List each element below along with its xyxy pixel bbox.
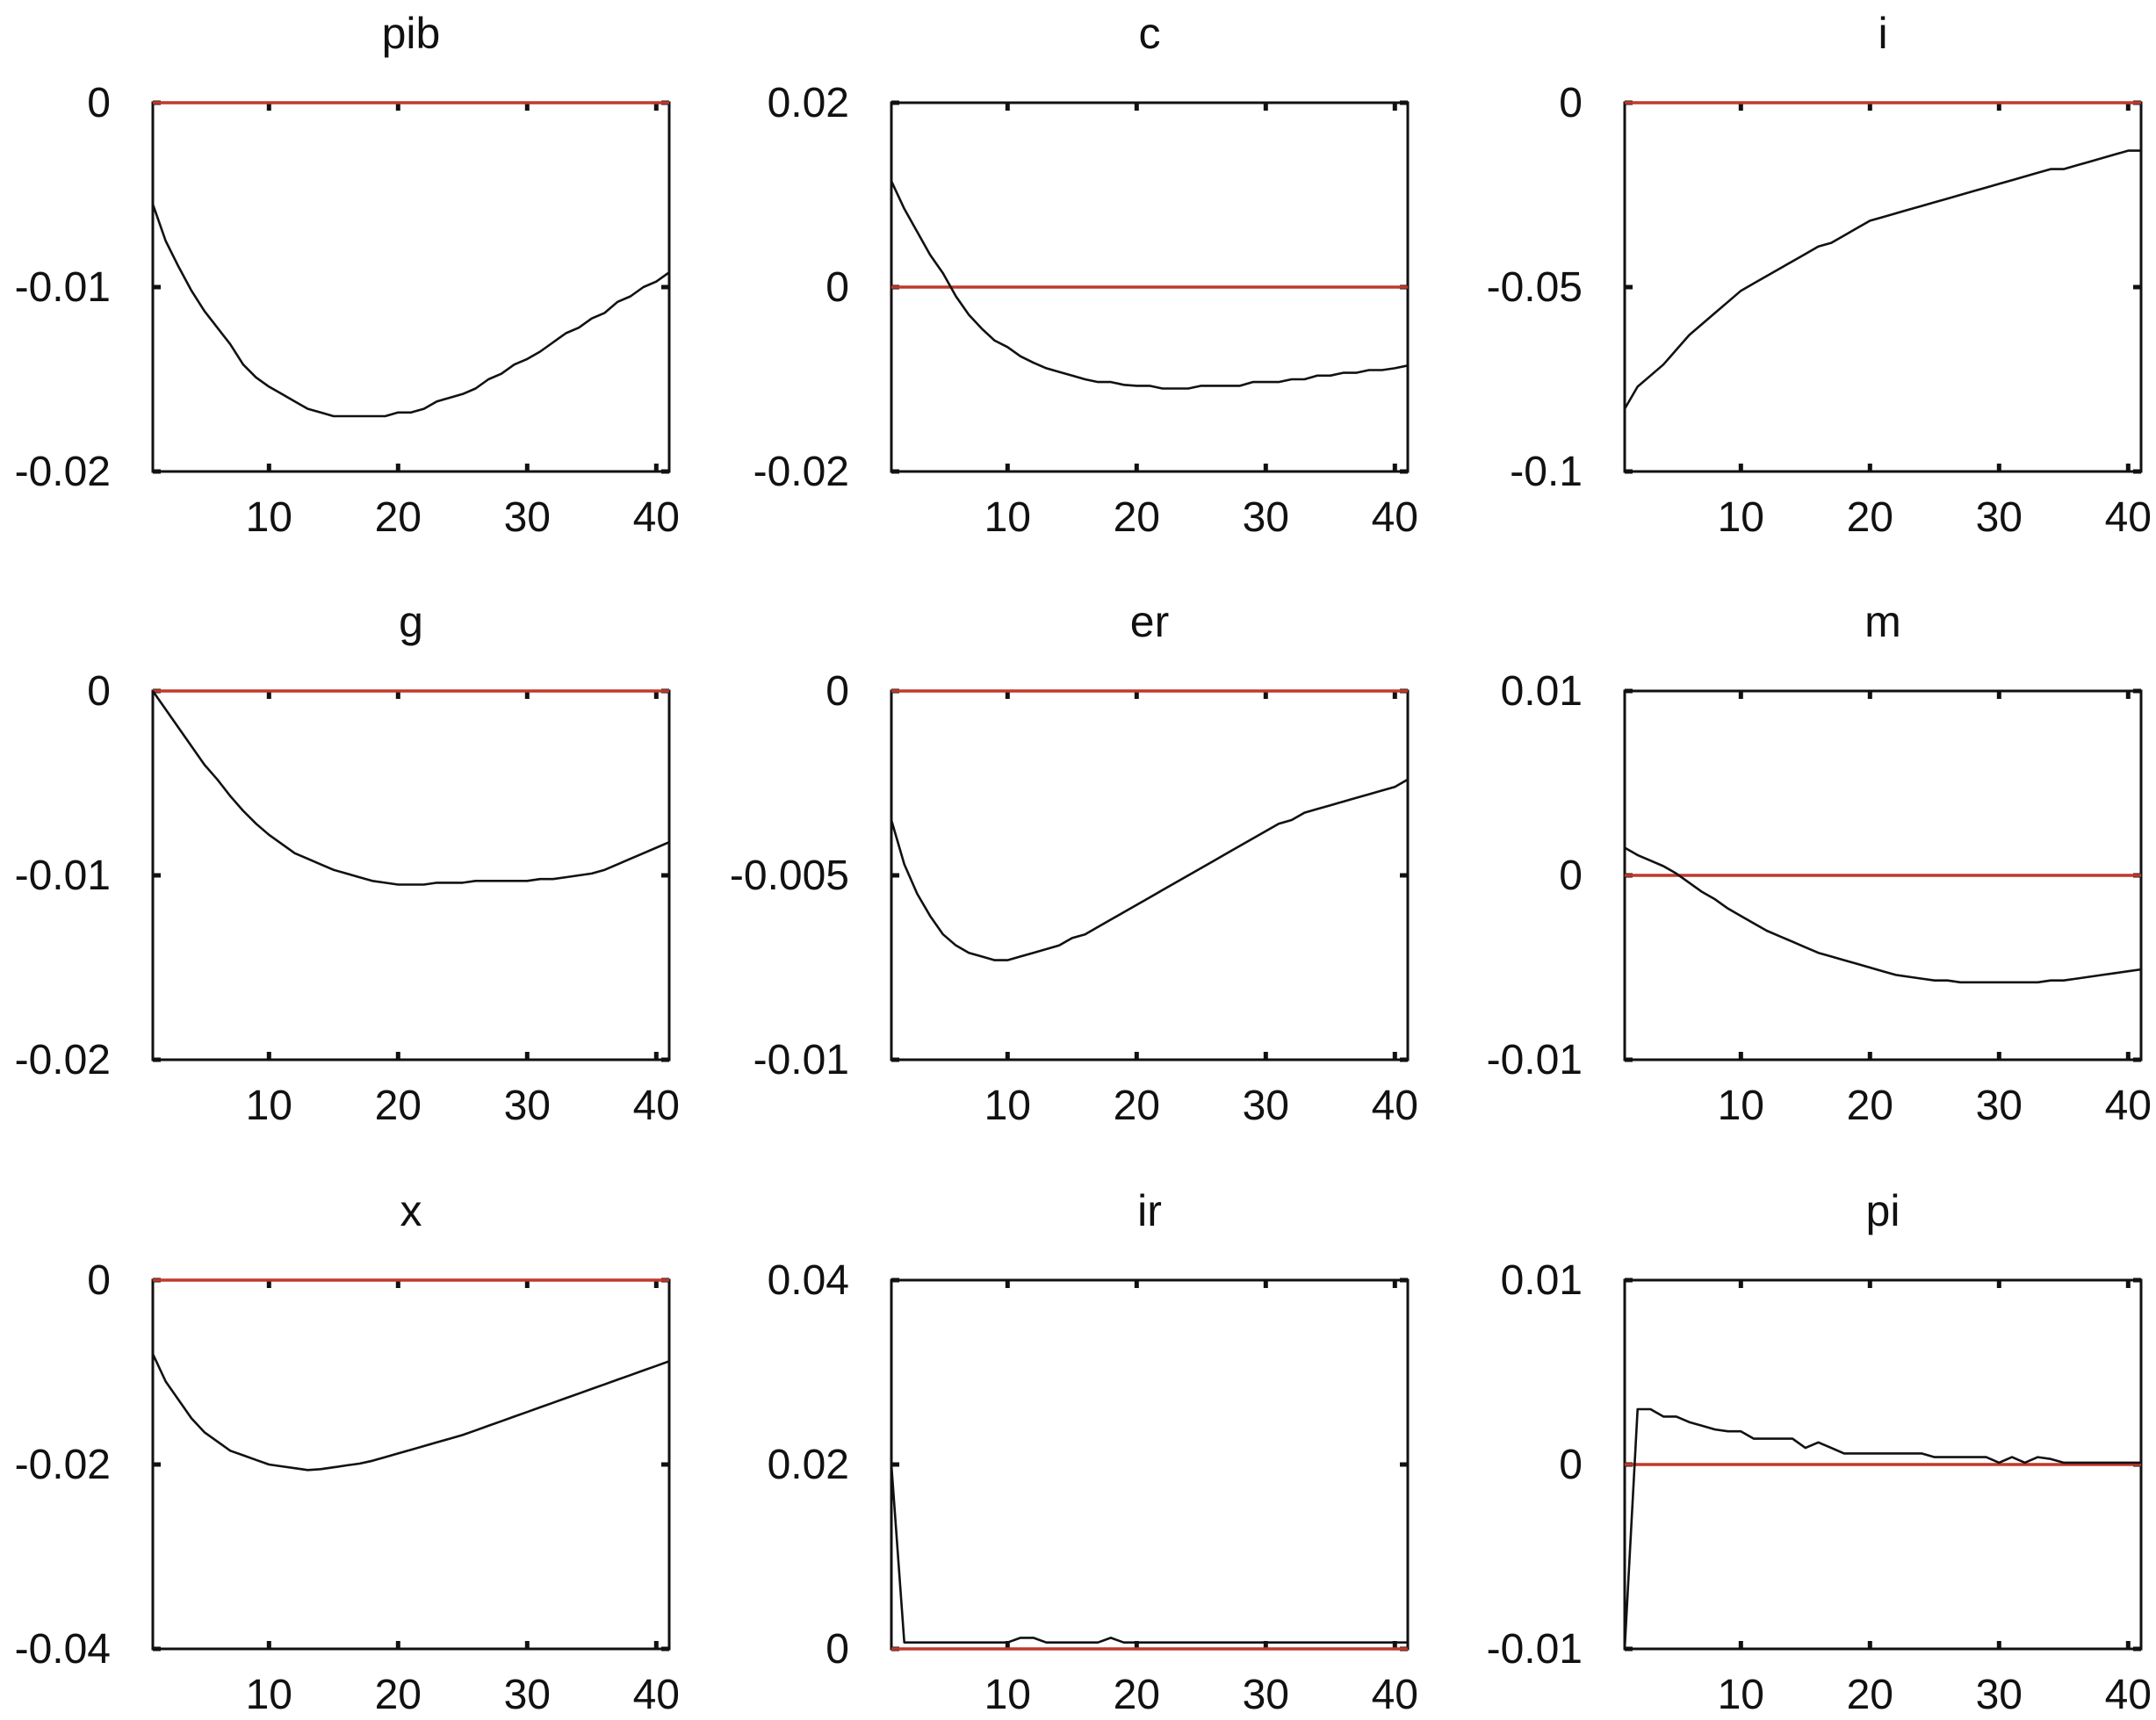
subplot-title: c [1139, 9, 1161, 58]
axes-frame [1623, 101, 2143, 473]
subplot-pib: pib 10 20 30 40 0 -0.01 -0.02 [15, 9, 680, 541]
subplot-er: er 10 20 30 40 0 -0.005 -0.01 [730, 597, 1418, 1129]
y-tick-label: 0 [87, 80, 111, 126]
y-tick-label: 0.02 [768, 80, 849, 126]
x-tick-label: 10 [1718, 1672, 1764, 1718]
subplot-ir: ir 10 20 30 40 0.04 0.02 0 [768, 1186, 1418, 1718]
subplot-title: pi [1866, 1186, 1900, 1235]
response-line-pi [1623, 1407, 2141, 1650]
x-tick-label: 30 [504, 1083, 551, 1129]
y-tick-label: -0.01 [754, 1037, 849, 1083]
y-tick-label: -0.1 [1510, 449, 1583, 495]
y-tick-label: 0 [826, 668, 849, 715]
y-tick-label: -0.005 [730, 853, 849, 899]
response-line-pib [151, 204, 670, 418]
axes-frame [890, 1278, 1410, 1651]
response-line-i [1623, 149, 2141, 410]
subplot-c: c 10 20 30 40 0.02 0 -0.02 [754, 9, 1418, 541]
x-tick-label: 10 [984, 494, 1031, 541]
response-line-x [151, 1353, 670, 1472]
subplot-i: i 10 20 30 40 0 -0.05 -0.1 [1487, 9, 2152, 541]
x-tick-label: 20 [1847, 1672, 1893, 1718]
x-tick-label: 20 [375, 1083, 422, 1129]
y-tick-label: 0 [1559, 80, 1583, 126]
subplot-title: i [1878, 9, 1887, 58]
x-tick-label: 40 [1372, 1672, 1418, 1718]
y-tick-label: 0 [87, 1257, 111, 1304]
y-tick-label: 0.04 [768, 1257, 849, 1304]
y-tick-label: -0.02 [754, 449, 849, 495]
x-tick-label: 40 [2105, 1083, 2152, 1129]
y-tick-label: 0 [826, 1626, 849, 1673]
x-tick-label: 20 [1114, 1672, 1160, 1718]
subplot-title: m [1864, 597, 1901, 646]
axes-frame [890, 689, 1410, 1062]
x-tick-label: 40 [1372, 494, 1418, 541]
x-tick-label: 20 [1847, 494, 1893, 541]
x-tick-label: 40 [2105, 1672, 2152, 1718]
y-tick-label: -0.01 [15, 853, 111, 899]
axes-frame [151, 1278, 671, 1651]
x-tick-label: 30 [1976, 1083, 2023, 1129]
x-tick-label: 10 [246, 1083, 292, 1129]
x-tick-label: 40 [633, 1083, 680, 1129]
response-line-ir [890, 1464, 1408, 1644]
response-line-m [1624, 846, 2142, 984]
x-tick-label: 10 [984, 1083, 1031, 1129]
x-tick-label: 40 [2105, 494, 2152, 541]
x-tick-label: 30 [504, 1672, 551, 1718]
x-tick-label: 30 [1243, 494, 1289, 541]
x-tick-label: 20 [375, 494, 422, 541]
x-tick-label: 10 [246, 494, 292, 541]
y-tick-label: -0.01 [1487, 1037, 1583, 1083]
y-tick-label: 0 [1559, 1442, 1583, 1488]
axes-frame [151, 689, 671, 1062]
subplot-g: g 10 20 30 40 0 -0.01 -0.02 [15, 597, 680, 1129]
x-tick-label: 20 [1847, 1083, 1893, 1129]
x-tick-label: 40 [1372, 1083, 1418, 1129]
subplot-title: er [1130, 597, 1169, 646]
x-tick-label: 40 [633, 494, 680, 541]
x-tick-label: 20 [1114, 494, 1160, 541]
x-tick-label: 20 [375, 1672, 422, 1718]
x-tick-label: 20 [1114, 1083, 1160, 1129]
y-tick-label: 0.01 [1501, 668, 1583, 715]
y-tick-label: -0.04 [15, 1626, 111, 1673]
y-tick-label: 0.02 [768, 1442, 849, 1488]
x-tick-label: 30 [1243, 1672, 1289, 1718]
axes-frame [151, 101, 671, 473]
y-tick-label: -0.01 [1487, 1626, 1583, 1673]
x-tick-label: 30 [1243, 1083, 1289, 1129]
y-tick-label: 0 [1559, 853, 1583, 899]
y-tick-label: -0.01 [15, 264, 111, 311]
y-tick-label: -0.05 [1487, 264, 1583, 311]
y-tick-label: -0.02 [15, 1442, 111, 1488]
response-line-er [890, 778, 1409, 961]
x-tick-label: 10 [1718, 494, 1764, 541]
x-tick-label: 10 [246, 1672, 292, 1718]
y-tick-label: 0.01 [1501, 1257, 1583, 1304]
x-tick-label: 40 [633, 1672, 680, 1718]
y-tick-label: -0.02 [15, 449, 111, 495]
x-tick-label: 10 [984, 1672, 1031, 1718]
subplot-title: g [399, 597, 423, 646]
x-tick-label: 30 [1976, 1672, 2023, 1718]
subplot-x: x 10 20 30 40 0 -0.02 -0.04 [15, 1186, 680, 1718]
subplot-m: m 10 20 30 40 0.01 0 -0.01 [1487, 597, 2152, 1129]
x-tick-label: 10 [1718, 1083, 1764, 1129]
response-line-g [151, 690, 670, 886]
subplot-title: x [400, 1186, 422, 1235]
subplot-title: ir [1137, 1186, 1162, 1235]
x-tick-label: 30 [1976, 494, 2023, 541]
y-tick-label: 0 [87, 668, 111, 715]
y-tick-label: 0 [826, 264, 849, 311]
y-tick-label: -0.02 [15, 1037, 111, 1083]
subplot-title: pib [382, 9, 441, 58]
x-tick-label: 30 [504, 494, 551, 541]
response-line-c [890, 180, 1409, 390]
subplot-pi: pi 10 20 30 40 0.01 0 -0.01 [1487, 1186, 2152, 1718]
